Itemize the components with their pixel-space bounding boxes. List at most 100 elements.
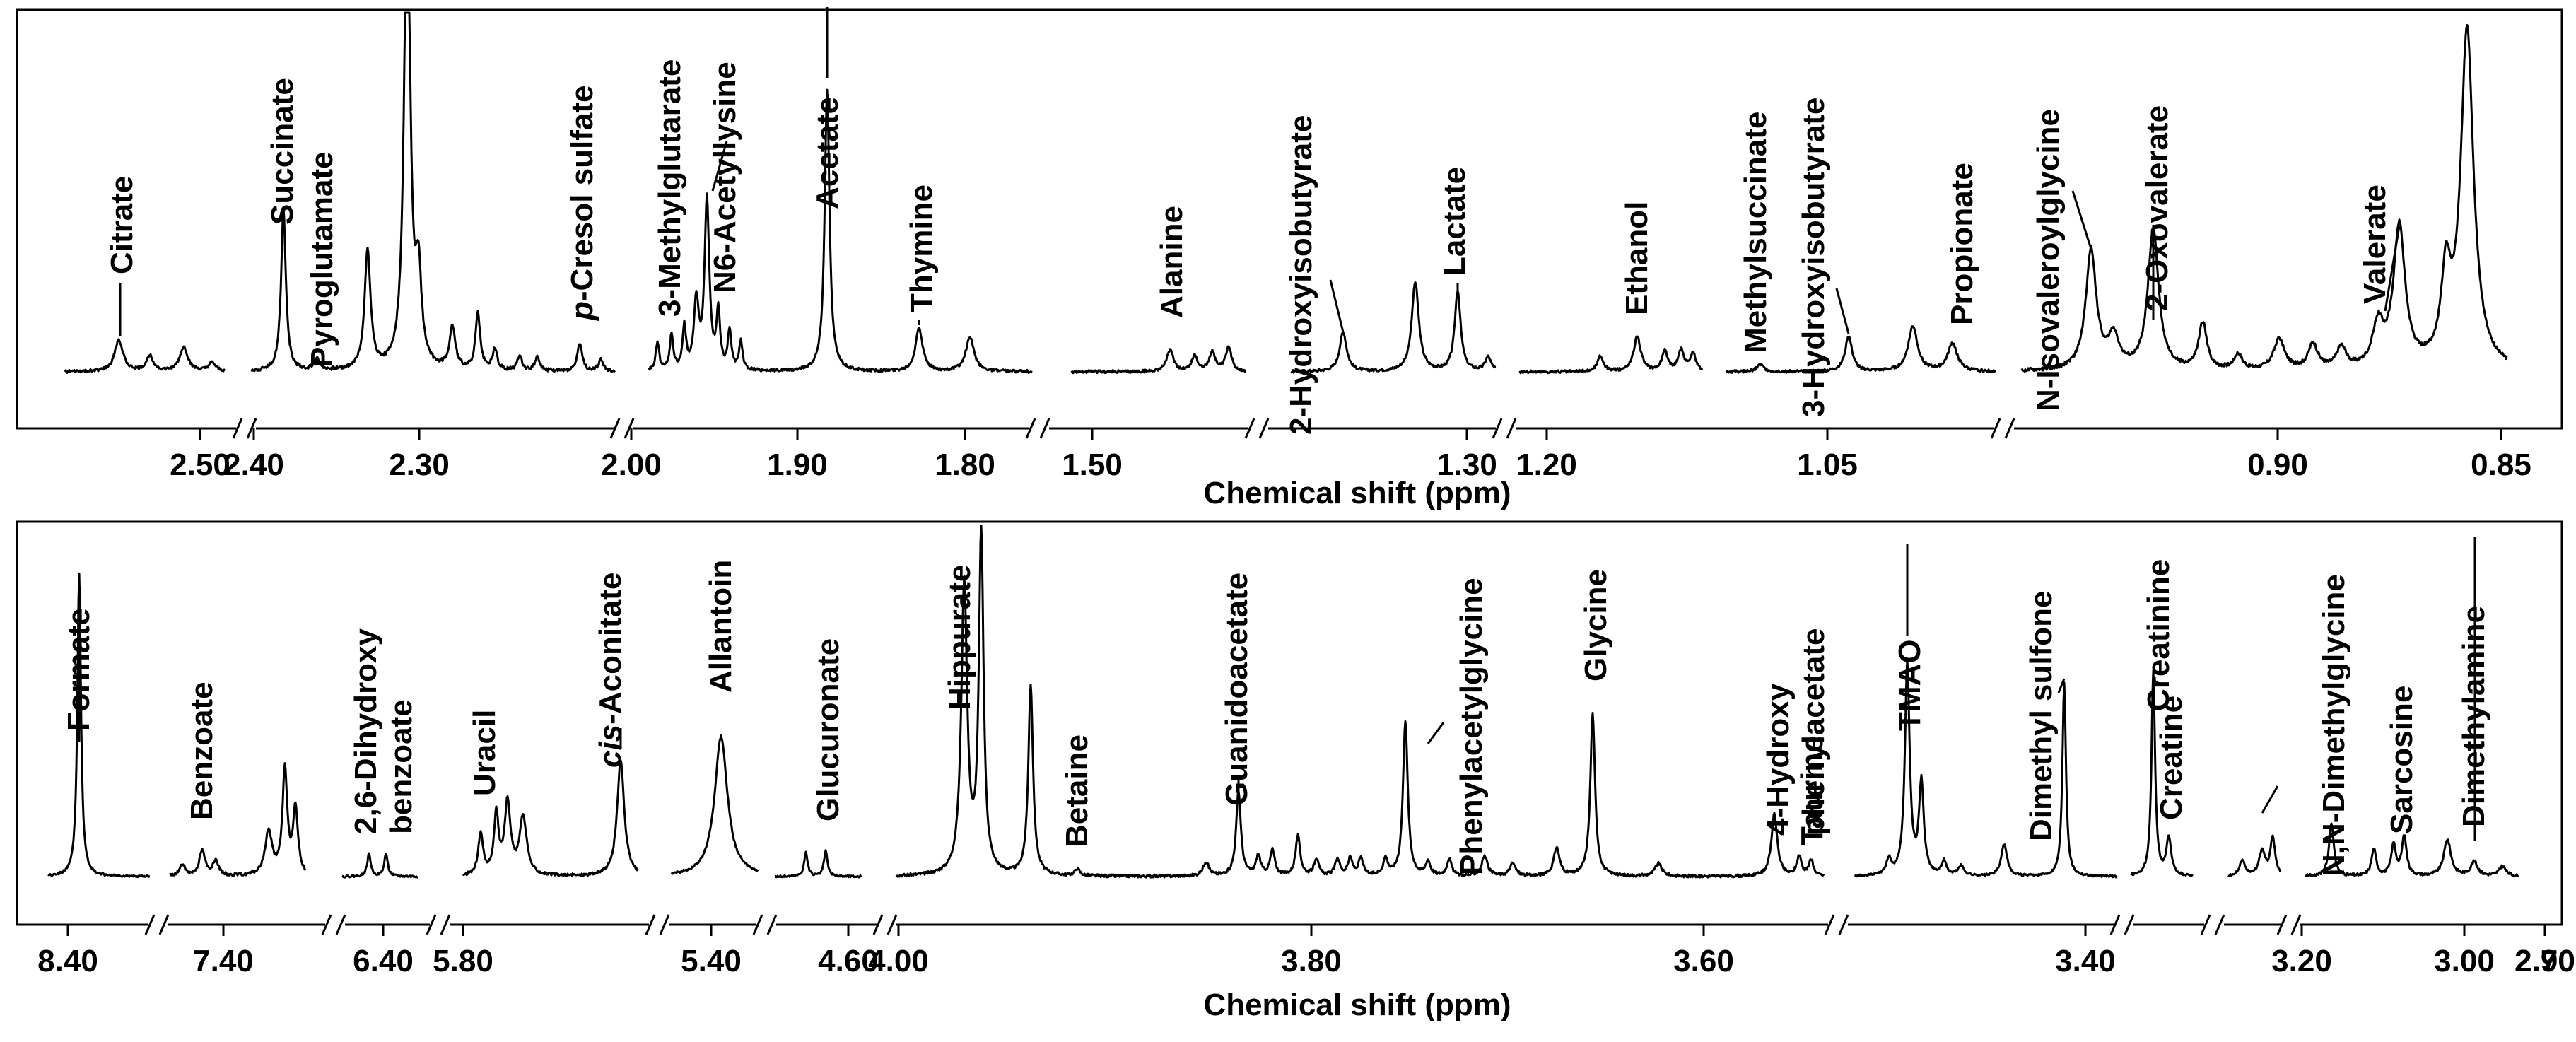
- bottom-panel-frame: [16, 520, 2563, 926]
- axis-break-mark: [872, 914, 898, 935]
- peak-label: 4-Hydroxyphenylacetate: [1761, 628, 1831, 836]
- x-tick-label: 2.90: [2514, 944, 2575, 978]
- peak-label: N,N-Dimethylglycine: [2317, 574, 2351, 877]
- axis-break-mark: [426, 914, 451, 935]
- peak-label: Methylsuccinate: [1738, 112, 1773, 353]
- x-tick-label: 0.90: [2247, 447, 2308, 482]
- axis-break-mark: [321, 914, 346, 935]
- peak-label: cis-Aconitate: [593, 573, 628, 768]
- peak-label: Propionate: [1945, 163, 1979, 325]
- spectrum-segment: [47, 572, 151, 879]
- spectrum-segment: [1290, 281, 1497, 374]
- top-spectrum-panel: 2.502.40 2.30 2.00 1.90 1.80 1.50 1.30 1.20 1.05…: [16, 7, 2563, 510]
- x-tick-label: 5.40: [681, 944, 742, 978]
- peak-label: Glycine: [1579, 569, 1613, 681]
- peak-label: Uracil: [467, 710, 502, 796]
- spectrum-segment: [1854, 659, 2118, 879]
- x-tick-label: 2.50: [170, 447, 230, 482]
- x-tick-label: 8.40: [37, 944, 98, 978]
- spectrum-segment: [462, 759, 638, 877]
- peak-label: N6-Acetyllysine: [708, 62, 742, 293]
- x-tick-label: 1.90: [767, 447, 828, 482]
- peak-label: N-Isovaleroylglycine: [2031, 109, 2066, 411]
- x-tick-label: 2.30: [389, 447, 450, 482]
- bottom-axis-ticks: 8.40 7.40 6.40 5.80 5.40 4.604.00 3.80 3.60 3.40…: [37, 925, 2575, 978]
- peak-label: Alanine: [1154, 206, 1189, 318]
- x-tick-label: 1.05: [1797, 447, 1858, 482]
- spectrum-segment: [2020, 23, 2508, 373]
- peak-label: TMAO: [1892, 639, 1927, 731]
- peak-label: Guanidoacetate: [1219, 573, 1254, 806]
- spectrum-segment: [341, 852, 419, 879]
- spectrum-segment: [670, 734, 759, 875]
- x-tick-label: 7.40: [193, 944, 254, 978]
- x-tick-label: 4.60: [818, 944, 879, 978]
- peak-label: Citrate: [105, 176, 139, 274]
- spectrum-segment: [1518, 335, 1704, 375]
- peak-label: Succinate: [265, 78, 300, 225]
- x-tick-label: 2.00: [601, 447, 662, 482]
- peak-label: 2-Hydroxyisobutyrate: [1284, 115, 1318, 435]
- peak-label: Valerate: [2358, 185, 2392, 304]
- peak-label: Hippurate: [942, 565, 977, 710]
- x-tick-label: 3.40: [2055, 944, 2116, 978]
- peak-label: Sarcosine: [2384, 686, 2419, 834]
- bottom-spectrum-trace: [47, 525, 2519, 879]
- peak-label: Lactate: [1437, 167, 1472, 276]
- bottom-spectrum-panel: 8.40 7.40 6.40 5.80 5.40 4.604.00 3.80 3.60 3.40…: [16, 520, 2575, 1022]
- peak-leader-line: [1427, 722, 1445, 744]
- spectrum-segment: [895, 525, 1825, 879]
- axis-break-mark: [1990, 418, 2015, 439]
- peak-label: Betaine: [1060, 734, 1094, 847]
- peak-leader-line: [2261, 785, 2279, 814]
- spectrum-segment: [1070, 345, 1247, 375]
- peak-label: Acetate: [810, 97, 845, 209]
- peak-label: 3-Methylglutarate: [652, 59, 687, 317]
- peak-label: p-Cresol sulfate: [565, 85, 599, 321]
- spectrum-segment: [2305, 822, 2519, 878]
- top-axis-ticks: 2.502.40 2.30 2.00 1.90 1.80 1.50 1.30 1.20 1.05…: [170, 428, 2531, 482]
- axis-break-mark: [1824, 914, 1849, 935]
- x-tick-label: 0.85: [2471, 447, 2531, 482]
- peak-label: Ethanol: [1620, 201, 1654, 315]
- peak-leader-line: [2071, 190, 2092, 250]
- peak-label: 3-Hydroxyisobutyrate: [1796, 98, 1831, 417]
- axis-break-mark: [1244, 418, 1270, 439]
- axis-break-mark: [2200, 914, 2225, 935]
- peak-label: Taurine: [1795, 735, 1829, 845]
- bottom-x-axis-title: Chemical shift (ppm): [1203, 988, 1511, 1022]
- axis-break-mark: [144, 914, 170, 935]
- peak-label: Thymine: [904, 185, 939, 312]
- spectrum-segment: [250, 11, 616, 373]
- peak-label: Pyroglutamate: [305, 151, 339, 368]
- axis-break-mark: [2109, 914, 2135, 935]
- peak-leader-line: [1835, 288, 1850, 334]
- x-tick-label: 1.20: [1516, 447, 1577, 482]
- axis-break-mark: [752, 914, 778, 935]
- x-tick-label: 2.40: [223, 447, 284, 482]
- peak-label: Dimethyl sulfone: [2024, 591, 2059, 842]
- peak-leader-line: [2384, 226, 2401, 312]
- top-axis-breaks: [232, 418, 2015, 439]
- axis-break-mark: [645, 914, 670, 935]
- spectrum-segment: [168, 762, 307, 877]
- x-tick-label: 2.70: [2514, 944, 2575, 978]
- spectrum-segment: [2130, 669, 2194, 877]
- axis-break-mark: [1025, 418, 1050, 439]
- x-tick-label: 1.50: [1062, 447, 1123, 482]
- peak-leader-line: [1329, 279, 1345, 333]
- peak-label: Creatinine: [2141, 559, 2176, 711]
- x-tick-label: 5.80: [433, 944, 493, 978]
- x-tick-label: 4.00: [868, 944, 929, 978]
- x-tick-label: 3.60: [1673, 944, 1734, 978]
- x-tick-label: 3.80: [1281, 944, 1342, 978]
- peak-label: Benzoate: [185, 681, 219, 820]
- peak-label: 2,6-Dihydroxybenzoate: [349, 628, 418, 834]
- x-tick-label: 3.20: [2271, 944, 2332, 978]
- peak-label: 2-Oxovalerate: [2140, 105, 2174, 311]
- peak-label: Glucuronate: [811, 638, 845, 821]
- peak-leader-line: [2057, 678, 2066, 693]
